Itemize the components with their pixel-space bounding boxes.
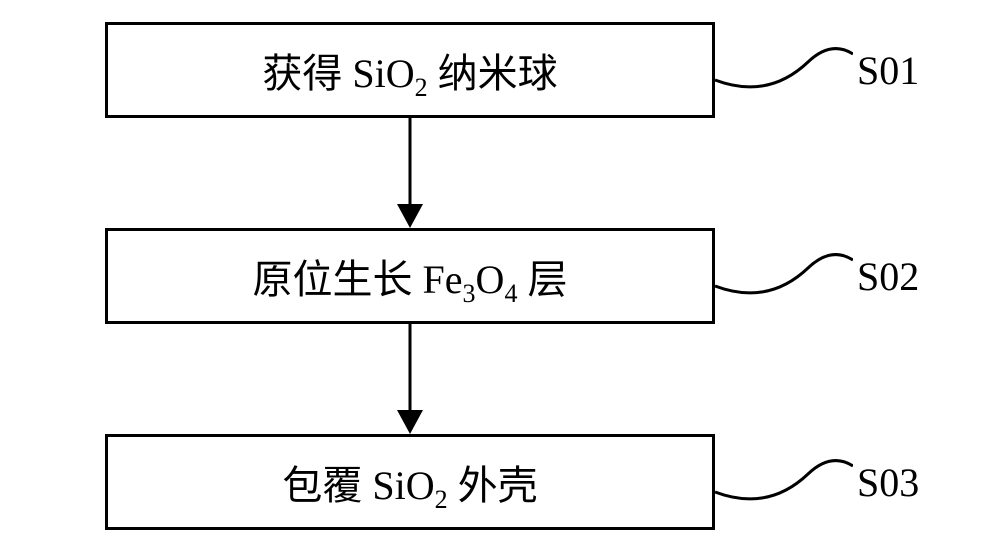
label-connector-3: S03 [713,434,919,530]
t3sub: 2 [435,485,448,514]
arrow-shaft-icon [409,324,412,412]
t3b: 外壳 [448,463,538,508]
step-label-2: S02 [857,253,919,300]
step-text-2: 原位生长 Fe3O4 层 [253,247,568,305]
step-text-3: 包覆 SiO2 外壳 [282,453,537,511]
t1b: 纳米球 [428,51,558,96]
arrow-head-icon [397,204,423,228]
t2s1: 3 [463,279,476,308]
step-label-1: S01 [857,47,919,94]
step-box-1: 获得 SiO2 纳米球 [105,22,715,118]
curve-icon [713,228,853,324]
arrow-shaft-icon [409,118,412,206]
step-box-2: 原位生长 Fe3O4 层 [105,228,715,324]
arrow-head-icon [397,410,423,434]
curve-icon [713,22,853,118]
flowchart: 获得 SiO2 纳米球 S01 原位生长 Fe3O4 层 S02 包覆 SiO2… [105,22,895,530]
t2m: O [476,257,505,302]
curve-icon [713,434,853,530]
t1a: 获得 SiO [262,51,414,96]
label-connector-2: S02 [713,228,919,324]
arrow-1 [105,118,715,228]
t2s2: 4 [504,279,517,308]
arrow-2 [105,324,715,434]
step-box-3: 包覆 SiO2 外壳 [105,434,715,530]
t1sub: 2 [415,73,428,102]
t2b: 层 [517,257,567,302]
step-label-3: S03 [857,459,919,506]
t3a: 包覆 SiO [282,463,434,508]
t2a: 原位生长 Fe [253,257,463,302]
step-text-1: 获得 SiO2 纳米球 [262,41,557,99]
label-connector-1: S01 [713,22,919,118]
